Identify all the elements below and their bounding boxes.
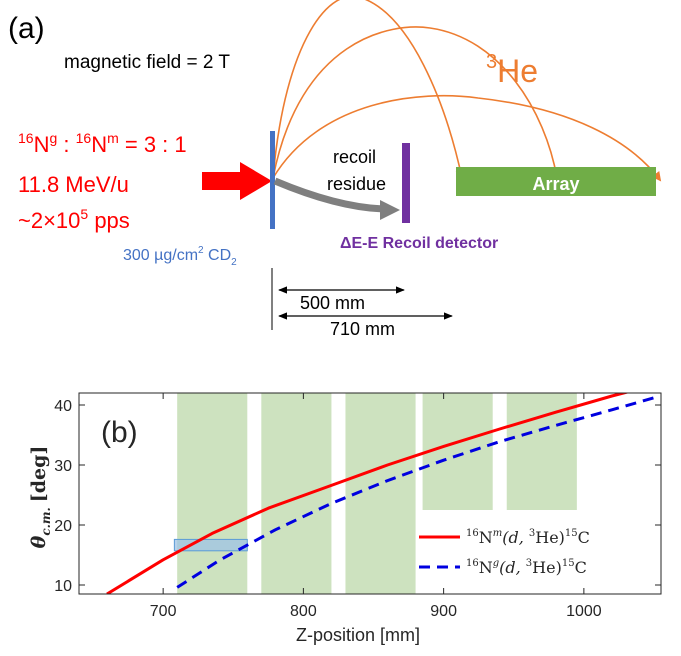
beam-arrow	[202, 162, 272, 200]
panel-a: (a) magnetic field = 2 T 3He 16Ng : 16Nm…	[8, 0, 662, 339]
plot-frame	[78, 392, 662, 595]
recoil-label-line1: recoil	[333, 147, 376, 167]
panel-b: 700 800 900 1000 10 20 30 40 (b) Z-position [mm…	[28, 392, 662, 645]
y-tick-label: 20	[54, 518, 72, 535]
x-axis-title: Z-position [mm]	[296, 625, 420, 645]
x-tick-label: 900	[430, 603, 457, 620]
data-series	[106, 393, 655, 594]
magnetic-field-label: magnetic field = 2 T	[64, 52, 230, 73]
legend-label-g: 16Ng(d, 3He)15C	[466, 558, 587, 577]
recoil-label-line2: residue	[327, 174, 386, 194]
x-tick-label: 700	[150, 603, 177, 620]
helium-trajectory-3	[272, 94, 662, 182]
helium-trajectory-2	[272, 26, 561, 180]
coverage-region-5	[506, 393, 577, 510]
panel-b-label: (b)	[101, 416, 138, 449]
distance-500-label: 500 mm	[300, 293, 365, 313]
helium-trajectories	[272, 0, 662, 182]
y-tick-label: 10	[54, 578, 72, 595]
series-line-g	[176, 396, 655, 589]
recoil-detector	[402, 143, 410, 223]
x-tick-label: 800	[290, 603, 317, 620]
helium-trajectory-1	[272, 0, 466, 180]
beam-energy: 11.8 MeV/u	[18, 172, 129, 197]
recoil-detector-label: ΔE-E Recoil detector	[340, 235, 498, 252]
array	[456, 167, 656, 196]
legend-label-m: 16Nm(d, 3He)15C	[466, 528, 590, 547]
axis-ticks: 700 800 900 1000 10 20 30 40	[54, 393, 661, 620]
array-label: Array	[532, 174, 579, 194]
series-line-m	[106, 393, 630, 594]
coverage-region-2	[261, 393, 332, 594]
target-label: 300 µg/cm2 CD2	[123, 245, 237, 268]
legend: 16Nm(d, 3He)15C 16Ng(d, 3He)15C	[419, 528, 590, 577]
distance-710-label: 710 mm	[330, 319, 395, 339]
beam-rate: ~2×105 pps	[18, 206, 130, 233]
y-axis-title: θc.m.[deg]	[28, 446, 53, 549]
recoil-residue-arrow	[273, 177, 385, 213]
helium-label: 3He	[486, 51, 538, 89]
y-tick-label: 30	[54, 458, 72, 475]
y-tick-label: 40	[54, 398, 72, 415]
x-tick-label: 1000	[566, 603, 602, 620]
coverage-region-4	[422, 393, 493, 510]
beam-ratio: 16Ng : 16Nm = 3 : 1	[18, 130, 187, 157]
coverage-regions	[177, 393, 577, 594]
panel-a-label: (a)	[8, 12, 45, 45]
recoil-residue-arrowhead	[380, 200, 400, 220]
target-foil	[270, 131, 275, 229]
coverage-region-1	[177, 393, 248, 594]
